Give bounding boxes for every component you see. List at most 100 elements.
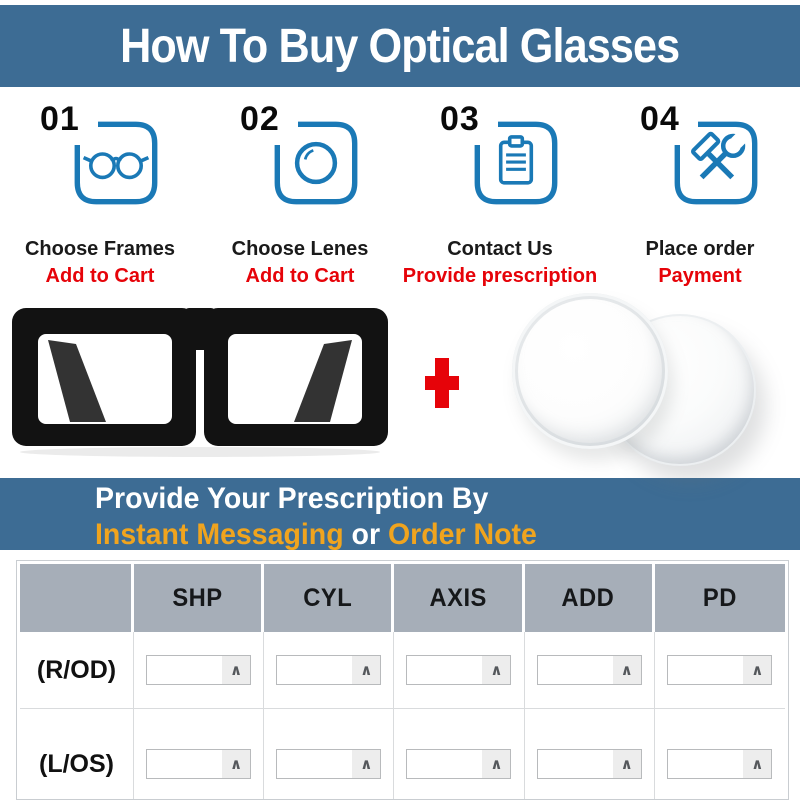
prescription-value-input[interactable]: ∧: [536, 749, 642, 779]
prescription-value-input[interactable]: ∧: [667, 655, 773, 685]
step-label: Contact Us: [447, 238, 553, 260]
spinner-up-button[interactable]: ∧: [612, 656, 641, 684]
rx-cell-los-shp: ∧: [134, 708, 265, 799]
input-text-area[interactable]: [147, 656, 222, 684]
prescription-value-input[interactable]: ∧: [146, 749, 252, 779]
step-2-choose-lenses: 02 Choose Lenes Add to Cart: [200, 100, 400, 288]
prescription-value-input[interactable]: ∧: [536, 655, 642, 685]
page-title: How To Buy Optical Glasses: [120, 19, 680, 73]
step-label: Place order: [645, 238, 755, 260]
rx-cell-rod-axis: ∧: [394, 632, 525, 708]
clear-lens-front: [512, 293, 668, 449]
table-row-left-eye: (L/OS) ∧ ∧ ∧ ∧ ∧: [20, 708, 785, 799]
header-cell-add: ADD: [524, 564, 655, 632]
input-text-area[interactable]: [538, 750, 613, 778]
rx-cell-los-add: ∧: [524, 708, 655, 799]
header-cell-axis: AXIS: [394, 564, 525, 632]
rx-cell-rod-pd: ∧: [655, 632, 785, 708]
row-label-cell: (R/OD): [20, 632, 134, 708]
banner-line-2: Instant Messaging or Order Note: [95, 519, 800, 555]
prescription-value-input[interactable]: ∧: [276, 749, 382, 779]
prescription-value-input[interactable]: ∧: [276, 655, 382, 685]
spinner-up-button[interactable]: ∧: [222, 656, 251, 684]
chevron-up-icon: ∧: [360, 756, 373, 773]
spinner-up-button[interactable]: ∧: [743, 656, 772, 684]
spinner-up-button[interactable]: ∧: [222, 750, 251, 778]
plus-sign: [425, 358, 459, 408]
rx-cell-los-cyl: ∧: [264, 708, 395, 799]
table-row-right-eye: (R/OD) ∧ ∧ ∧ ∧ ∧: [20, 632, 785, 708]
header-cell-shp: SHP: [134, 564, 265, 632]
step-4-icon-wrap: 04: [638, 100, 762, 208]
step-number: 01: [40, 100, 80, 138]
hammer-wrench-icon: [674, 121, 758, 205]
prescription-value-input[interactable]: ∧: [406, 655, 512, 685]
spinner-up-button[interactable]: ∧: [352, 750, 381, 778]
chevron-up-icon: ∧: [360, 662, 373, 679]
step-3-contact-us: 03 Contact Us Provide prescription: [400, 100, 600, 288]
product-photo-strip: [0, 292, 800, 470]
chevron-up-icon: ∧: [620, 662, 633, 679]
step-sublabel: Add to Cart: [45, 265, 155, 287]
header-cell-pd: PD: [654, 564, 785, 632]
step-1-choose-frames: 01 Choose Frames Add to Cart: [0, 100, 200, 288]
round-glasses-icon: [74, 121, 158, 205]
rx-cell-rod-shp: ∧: [134, 632, 265, 708]
input-text-area[interactable]: [668, 656, 743, 684]
rx-cell-los-pd: ∧: [654, 708, 785, 799]
rx-cell-los-axis: ∧: [394, 708, 525, 799]
chevron-up-icon: ∧: [620, 756, 633, 773]
chevron-up-icon: ∧: [751, 756, 764, 773]
step-label: Choose Frames: [24, 238, 176, 260]
clipboard-icon: [474, 121, 558, 205]
step-4-place-order: 04 Place order Payment: [600, 100, 800, 288]
rx-cell-rod-add: ∧: [525, 632, 655, 708]
step-number: 03: [440, 100, 480, 138]
row-label-cell: (L/OS): [20, 708, 134, 799]
header-cell-blank: [20, 564, 134, 632]
step-label: Choose Lenes: [231, 238, 369, 260]
chevron-up-icon: ∧: [230, 662, 243, 679]
prescription-value-input[interactable]: ∧: [146, 655, 252, 685]
steps-row: 01 Choose Frames Add to Cart 02: [0, 100, 800, 288]
step-number: 02: [240, 100, 280, 138]
header-cell-cyl: CYL: [264, 564, 395, 632]
step-1-icon-wrap: 01: [38, 100, 162, 208]
banner-or-text: or: [343, 518, 388, 551]
input-text-area[interactable]: [147, 750, 222, 778]
spinner-up-button[interactable]: ∧: [482, 656, 511, 684]
input-text-area[interactable]: [277, 656, 352, 684]
spinner-up-button[interactable]: ∧: [612, 750, 641, 778]
chevron-up-icon: ∧: [230, 756, 243, 773]
input-text-area[interactable]: [407, 656, 482, 684]
lens-circle-icon: [274, 121, 358, 205]
spinner-up-button[interactable]: ∧: [482, 750, 511, 778]
chevron-up-icon: ∧: [490, 756, 503, 773]
step-2-icon-wrap: 02: [238, 100, 362, 208]
spinner-up-button[interactable]: ∧: [352, 656, 381, 684]
chevron-up-icon: ∧: [751, 662, 764, 679]
input-text-area[interactable]: [538, 656, 613, 684]
step-sublabel: Payment: [658, 265, 742, 287]
input-text-area[interactable]: [407, 750, 482, 778]
input-text-area[interactable]: [277, 750, 352, 778]
black-square-glasses-photo: [12, 308, 388, 457]
prescription-table: SHP CYL AXIS ADD PD (R/OD) ∧ ∧ ∧ ∧ ∧: [16, 560, 789, 800]
banner-highlight-2: Order Note: [387, 518, 537, 551]
chevron-up-icon: ∧: [490, 662, 503, 679]
banner-highlight-1: Instant Messaging: [95, 518, 344, 551]
prescription-value-input[interactable]: ∧: [406, 749, 512, 779]
prescription-banner: Provide Your Prescription By Instant Mes…: [0, 478, 800, 550]
step-sublabel: Provide prescription: [402, 265, 598, 287]
header-bar: How To Buy Optical Glasses: [0, 5, 800, 87]
step-number: 04: [640, 100, 680, 138]
step-3-icon-wrap: 03: [438, 100, 562, 208]
rx-cell-rod-cyl: ∧: [264, 632, 395, 708]
banner-line-1: Provide Your Prescription By: [95, 482, 489, 515]
prescription-value-input[interactable]: ∧: [667, 749, 773, 779]
step-sublabel: Add to Cart: [245, 265, 355, 287]
spinner-up-button[interactable]: ∧: [743, 750, 772, 778]
table-header-row: SHP CYL AXIS ADD PD: [20, 564, 785, 632]
input-text-area[interactable]: [668, 750, 743, 778]
